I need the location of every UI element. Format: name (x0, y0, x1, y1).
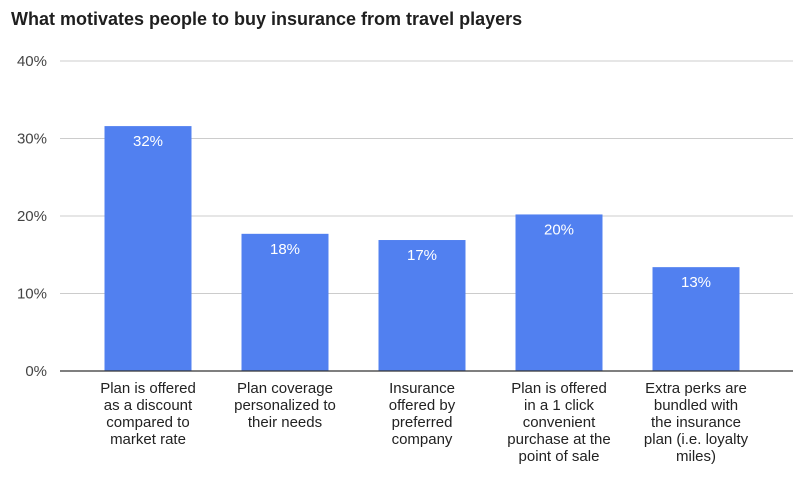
y-tick-label: 20% (17, 208, 47, 225)
x-tick-label: Extra perks are bundled with the insurance… (644, 380, 749, 465)
bar-data-labels: 32% 18% 17% 20% 13% (133, 133, 711, 291)
x-tick-label-line: plan (i.e. loyalty (644, 431, 749, 448)
x-tick-label-line: bundled with (654, 397, 738, 414)
x-tick-label: Insurance offered by preferred company (389, 380, 456, 448)
chart-title: What motivates people to buy insurance f… (11, 9, 523, 29)
x-tick-label-line: point of sale (519, 448, 600, 465)
x-tick-label: Plan is offered in a 1 click convenient pur… (507, 380, 610, 465)
x-tick-label-line: market rate (110, 431, 186, 448)
x-tick-label-line: Plan is offered (511, 380, 607, 397)
bar-data-label: 20% (544, 221, 574, 238)
y-tick-label: 40% (17, 53, 47, 70)
bar (652, 267, 740, 371)
x-tick-label-line: company (392, 431, 453, 448)
x-tick-label-line: in a 1 click (524, 397, 595, 414)
bar-data-label: 18% (270, 241, 300, 258)
x-tick-label-line: Extra perks are (645, 380, 747, 397)
x-tick-label: Plan coverage personalized to their needs (234, 380, 336, 431)
x-tick-label-line: Plan is offered (100, 380, 196, 397)
y-tick-label: 30% (17, 131, 47, 148)
x-tick-label-line: Insurance (389, 380, 455, 397)
bar-data-label: 17% (407, 247, 437, 264)
bar (241, 233, 329, 371)
x-tick-label-line: personalized to (234, 397, 336, 414)
x-tick-labels: Plan is offered as a discount compared to m… (100, 380, 748, 465)
x-tick-label-line: miles) (676, 448, 716, 465)
bar (104, 126, 192, 371)
y-tick-labels: 0% 10% 20% 30% 40% (17, 53, 47, 380)
bar (378, 240, 466, 371)
x-tick-label-line: convenient (523, 414, 596, 431)
bar-data-label: 13% (681, 274, 711, 291)
x-tick-label-line: compared to (106, 414, 189, 431)
x-tick-label: Plan is offered as a discount compared to m… (100, 380, 196, 448)
y-tick-label: 0% (25, 363, 47, 380)
bars (104, 126, 740, 371)
y-tick-label: 10% (17, 286, 47, 303)
x-tick-label-line: offered by (389, 397, 456, 414)
x-tick-label-line: as a discount (104, 397, 193, 414)
x-tick-label-line: the insurance (651, 414, 741, 431)
x-tick-label-line: preferred (392, 414, 453, 431)
x-tick-label-line: Plan coverage (237, 380, 333, 397)
bar-data-label: 32% (133, 133, 163, 150)
bar (515, 214, 603, 371)
x-tick-label-line: purchase at the (507, 431, 610, 448)
x-tick-label-line: their needs (248, 414, 322, 431)
